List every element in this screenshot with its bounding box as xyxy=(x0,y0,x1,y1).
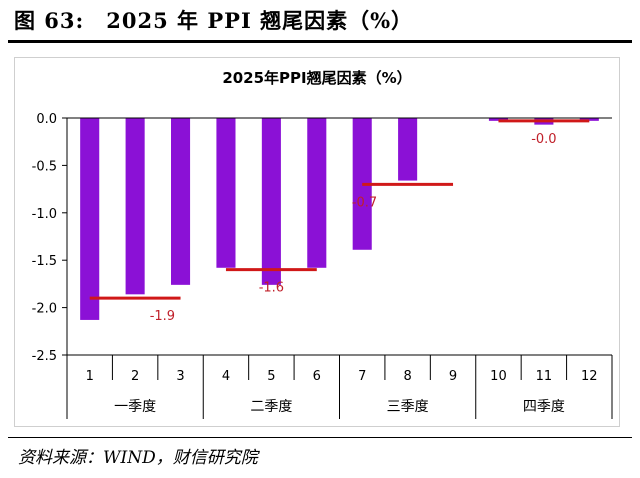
y-tick-label: -1.5 xyxy=(32,254,57,269)
y-tick-label: -0.5 xyxy=(32,159,57,174)
bar-month-8 xyxy=(398,118,418,181)
y-tick-label: -1.0 xyxy=(32,207,57,222)
category-label-5: 5 xyxy=(267,369,275,384)
bar-month-5 xyxy=(261,118,281,285)
category-label-11: 11 xyxy=(536,369,553,384)
bar-month-4 xyxy=(216,118,236,268)
bars-layer xyxy=(80,118,599,320)
group-label-2: 二季度 xyxy=(250,399,292,415)
ppi-tail-factor-chart: 2025年PPI翘尾因素（%） 0.0 -0.5 -1.0 -1.5 -2.0 -2.5 1… xyxy=(32,69,613,419)
y-tick-label: 0.0 xyxy=(36,112,57,127)
chart-panel: 2025年PPI翘尾因素（%） 0.0 -0.5 -1.0 -1.5 -2.0 -2.5 1… xyxy=(14,57,620,427)
top-rule xyxy=(8,40,632,43)
category-label-3: 3 xyxy=(176,369,184,384)
category-label-4: 4 xyxy=(222,369,230,384)
bottom-rule xyxy=(8,437,632,438)
bar-month-3 xyxy=(171,118,191,285)
group-label-1: 一季度 xyxy=(114,399,156,415)
category-label-7: 7 xyxy=(358,369,366,384)
category-label-1: 1 xyxy=(86,369,94,384)
category-label-2: 2 xyxy=(131,369,139,384)
category-label-12: 12 xyxy=(581,369,598,384)
quarter-average-label-2: -1.6 xyxy=(259,281,284,296)
quarter-average-label-3: -0.7 xyxy=(352,195,377,210)
chart-title: 2025年PPI翘尾因素（%） xyxy=(222,69,411,87)
labels-layer: 0.0-0.5-1.0-1.5-2.0-2.51 2 3 4 5 6 7 8 9 10 11 12一季… xyxy=(32,112,598,415)
figure-title: 图 63: 2025 年 PPI 翘尾因素（%） xyxy=(14,8,414,33)
category-label-10: 10 xyxy=(490,369,507,384)
quarter-average-label-1: -1.9 xyxy=(150,309,175,324)
category-label-6: 6 xyxy=(313,369,321,384)
bar-month-1 xyxy=(80,118,100,320)
quarter-average-label-4: -0.0 xyxy=(531,132,556,147)
axes-layer xyxy=(62,117,613,419)
bar-month-6 xyxy=(307,118,327,268)
source-note: 资料来源：WIND，财信研究院 xyxy=(18,448,258,468)
bar-month-2 xyxy=(125,118,145,295)
y-tick-label: -2.0 xyxy=(32,302,57,317)
group-label-4: 四季度 xyxy=(523,399,565,415)
y-tick-label: -2.5 xyxy=(32,349,57,364)
average-lines-layer xyxy=(89,119,590,300)
category-label-8: 8 xyxy=(403,369,411,384)
group-label-3: 三季度 xyxy=(387,399,429,415)
category-label-9: 9 xyxy=(449,369,457,384)
